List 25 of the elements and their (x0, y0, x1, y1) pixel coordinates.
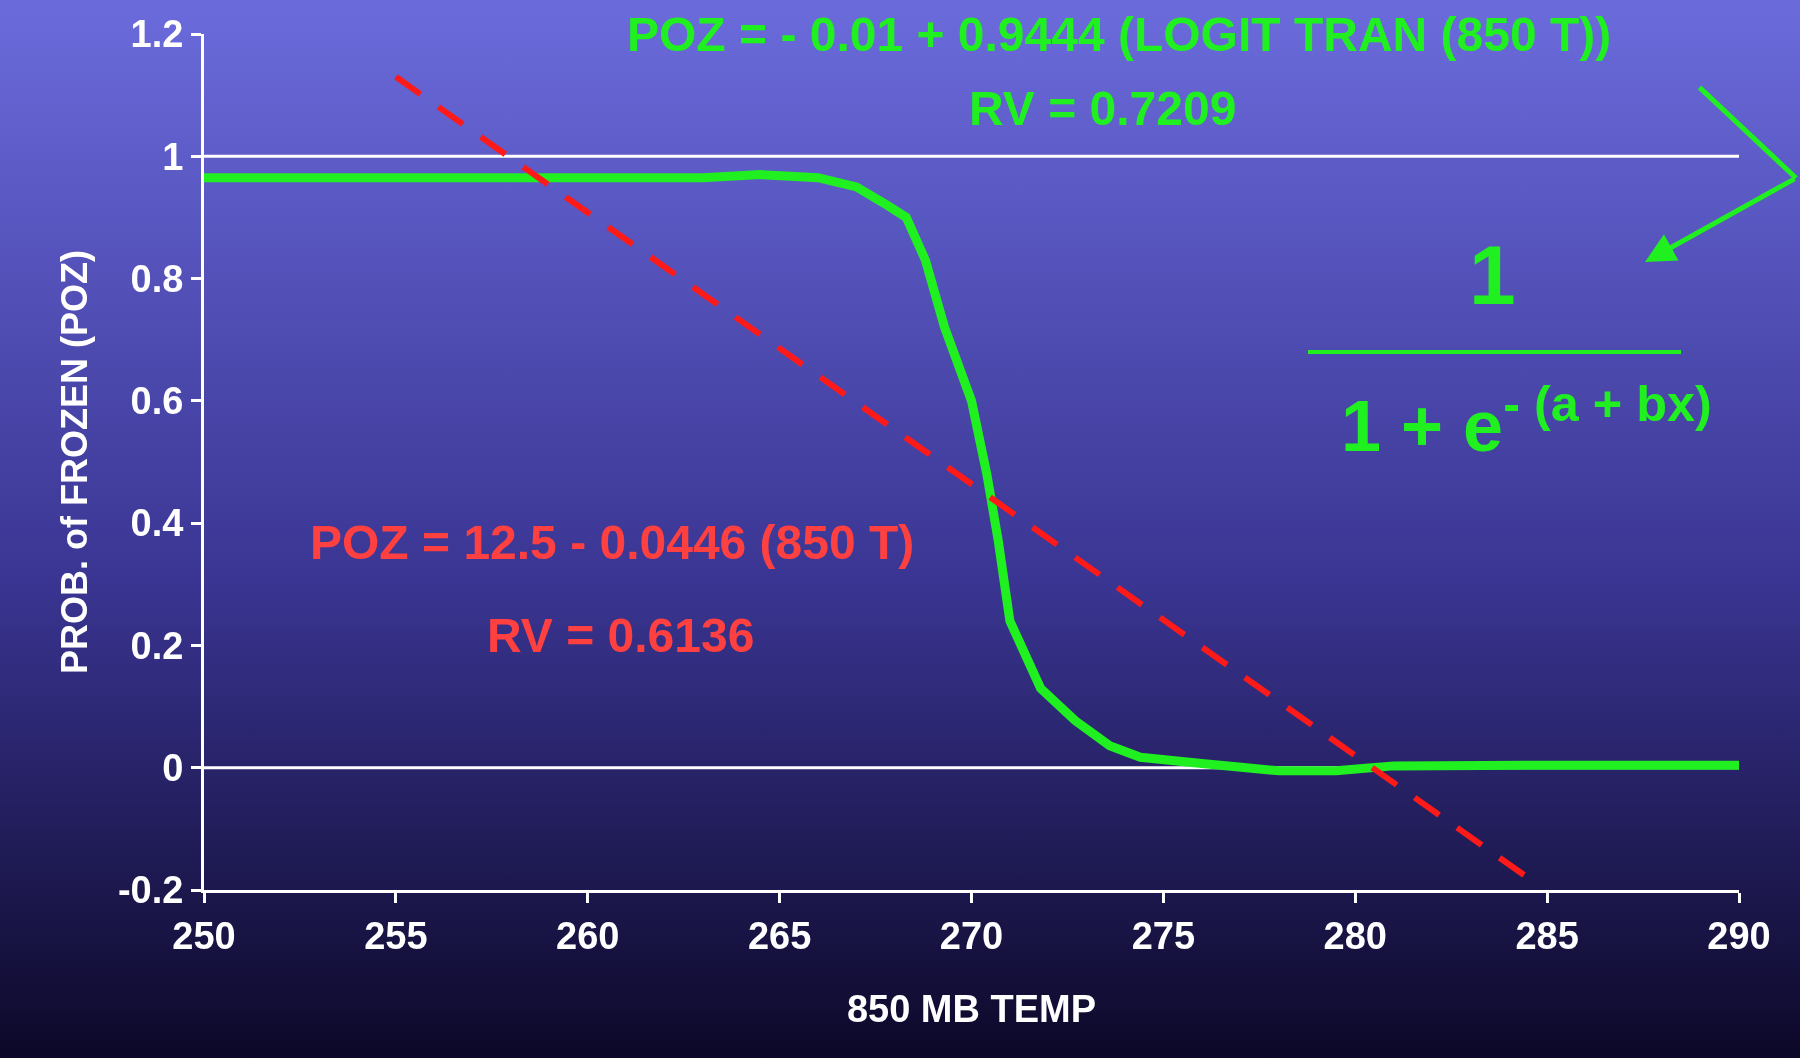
x-tick-label: 290 (1707, 914, 1771, 957)
annotation: 1 + e$^{- (a + bx)}$ (1341, 375, 1712, 467)
y-tick-label: 0.8 (130, 257, 184, 300)
y-tick-label: 0.2 (130, 624, 184, 667)
x-tick-label: 260 (556, 914, 620, 957)
y-axis-title: PROB. of FROZEN (POZ) (53, 250, 95, 674)
annotation: RV = 0.6136 (487, 609, 755, 662)
y-tick-label: 0 (162, 747, 184, 790)
y-tick-label: 0.4 (130, 502, 184, 545)
annotation: 1 (1469, 228, 1516, 322)
y-tick-label: 0.6 (130, 380, 184, 423)
y-tick-label: -0.2 (117, 869, 184, 912)
x-tick-label: 275 (1131, 914, 1196, 957)
x-tick-label: 250 (172, 914, 236, 957)
x-tick-label: 270 (939, 914, 1004, 957)
x-tick-label: 280 (1323, 914, 1387, 957)
y-tick-label: 1 (162, 135, 184, 178)
annotation: POZ = - 0.01 + 0.9444 (LOGIT TRAN (850 T)) (627, 8, 1612, 61)
x-tick-label: 265 (747, 914, 812, 957)
x-tick-label: 255 (364, 914, 428, 957)
annotation: POZ = 12.5 - 0.0446 (850 T) (310, 516, 915, 569)
x-tick-label: 285 (1515, 914, 1579, 957)
x-axis-title: 850 MB TEMP (846, 987, 1097, 1030)
y-tick-label: 1.2 (130, 13, 184, 56)
annotation: RV = 0.7209 (969, 82, 1237, 135)
